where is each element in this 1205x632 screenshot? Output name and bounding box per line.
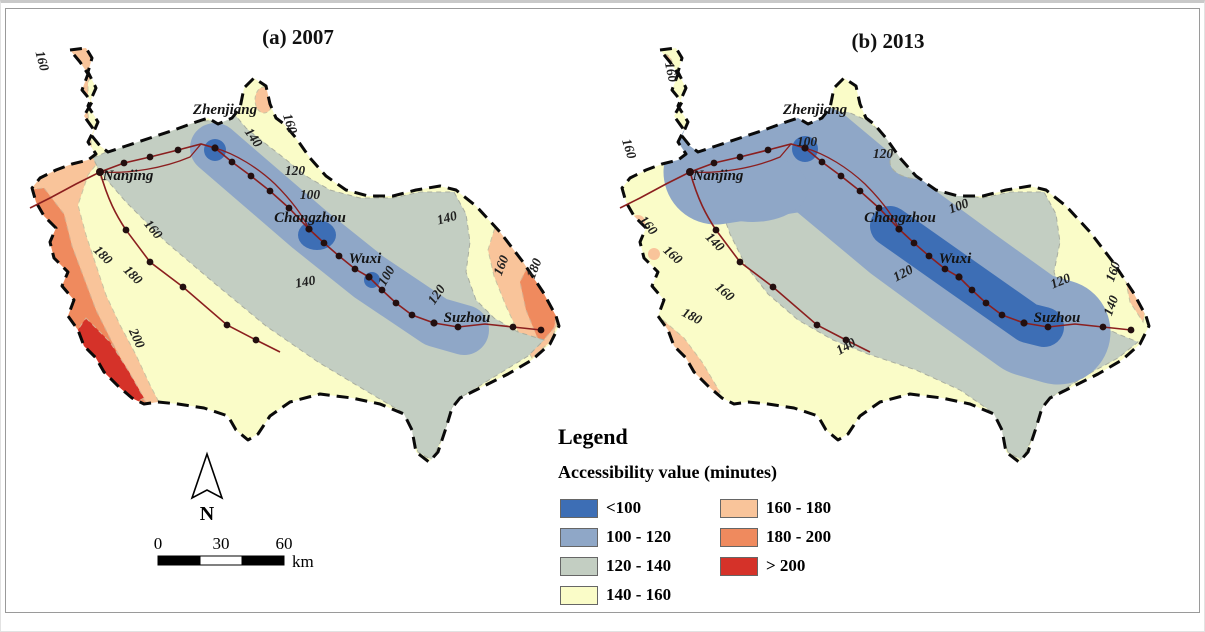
legend-item-label: <100: [606, 498, 642, 517]
map-panel-2007: (a) 2007 Zhenjiang Nanjing Changzhou: [29, 25, 561, 464]
north-arrow-icon: [190, 451, 224, 500]
contour-label: 160: [280, 112, 301, 136]
contour-label: 100: [797, 134, 818, 149]
figure-inner-border: [5, 8, 1200, 613]
contour-label: 140: [435, 208, 459, 228]
scale-bar: 0 30 60 km: [154, 534, 314, 571]
contour-label: 120: [873, 146, 894, 161]
contour-label: 100: [946, 195, 970, 216]
legend-item-120-140: 120 - 140: [560, 556, 710, 576]
contour-label: 180: [523, 256, 545, 281]
legend-swatch: [720, 557, 758, 576]
legend-swatch: [720, 499, 758, 518]
contour-label: 160: [490, 253, 512, 278]
panel-b-city-labels: Zhenjiang Nanjing Changzhou Wuxi Suzhou: [692, 102, 1081, 326]
scale-tick-60: 60: [276, 534, 293, 553]
legend-item-label: 160 - 180: [766, 498, 832, 517]
city-label-nanjing: Nanjing: [102, 168, 154, 184]
contour-label: 140: [1100, 293, 1121, 317]
city-label-suzhou: Suzhou: [1034, 310, 1081, 326]
contour-label: 160: [662, 61, 681, 84]
contour-label: 160: [1102, 259, 1123, 283]
scale-unit: km: [292, 552, 314, 571]
city-label-wuxi: Wuxi: [349, 251, 382, 267]
contour-label: 120: [285, 163, 306, 178]
legend-subtitle: Accessibility value (minutes): [558, 462, 777, 482]
city-label-changzhou: Changzhou: [864, 210, 936, 226]
legend-item-label: 100 - 120: [606, 527, 672, 546]
city-label-wuxi: Wuxi: [939, 251, 972, 267]
city-label-changzhou: Changzhou: [274, 210, 346, 226]
scale-tick-0: 0: [154, 534, 163, 553]
legend-item-label: 180 - 200: [766, 527, 832, 546]
legend-item-label: 140 - 160: [606, 585, 672, 604]
legend-swatch: [560, 528, 598, 547]
legend-item-label: > 200: [766, 556, 806, 575]
legend-swatch: [560, 499, 598, 518]
legend-item-140-160: 140 - 160: [560, 585, 710, 605]
panel-b-title: (b) 2013: [852, 29, 925, 53]
legend: Legend Accessibility value (minutes) <10…: [540, 420, 940, 625]
legend-item-100-120: 100 - 120: [560, 527, 710, 547]
city-label-suzhou: Suzhou: [444, 310, 491, 326]
legend-swatch: [720, 528, 758, 547]
city-label-zhenjiang: Zhenjiang: [192, 102, 258, 118]
legend-item-180-200: 180 - 200: [720, 527, 870, 547]
legend-item-gt200: > 200: [720, 556, 870, 576]
legend-title: Legend: [558, 424, 628, 449]
band-120-140-island: [889, 144, 951, 180]
contour-label: 100: [300, 187, 321, 202]
contour-label: 140: [294, 272, 317, 290]
city-label-zhenjiang: Zhenjiang: [782, 102, 848, 118]
scale-tick-30: 30: [213, 534, 230, 553]
city-label-nanjing: Nanjing: [692, 168, 744, 184]
contour-label: 160: [32, 49, 52, 73]
panel-b-bands: [622, 48, 1149, 462]
map-panel-2013: (b) 2013 Zhenjiang Nanjing Changzhou: [619, 29, 1151, 464]
contour-label: 120: [1048, 270, 1073, 292]
legend-swatch: [560, 586, 598, 605]
panel-a-city-labels: Zhenjiang Nanjing Changzhou Wuxi Suzhou: [102, 102, 491, 326]
contour-label: 160: [619, 137, 640, 161]
legend-swatch: [560, 557, 598, 576]
legend-item-label: 120 - 140: [606, 556, 672, 575]
band-160-180-west-spot2: [648, 248, 660, 260]
map-furniture: N 0 30 60 km: [154, 451, 314, 571]
legend-item-lt100: <100: [560, 498, 710, 518]
panel-a-title: (a) 2007: [262, 25, 334, 49]
band-120-140-center: [92, 115, 545, 461]
north-label: N: [200, 503, 215, 525]
legend-item-160-180: 160 - 180: [720, 498, 870, 518]
